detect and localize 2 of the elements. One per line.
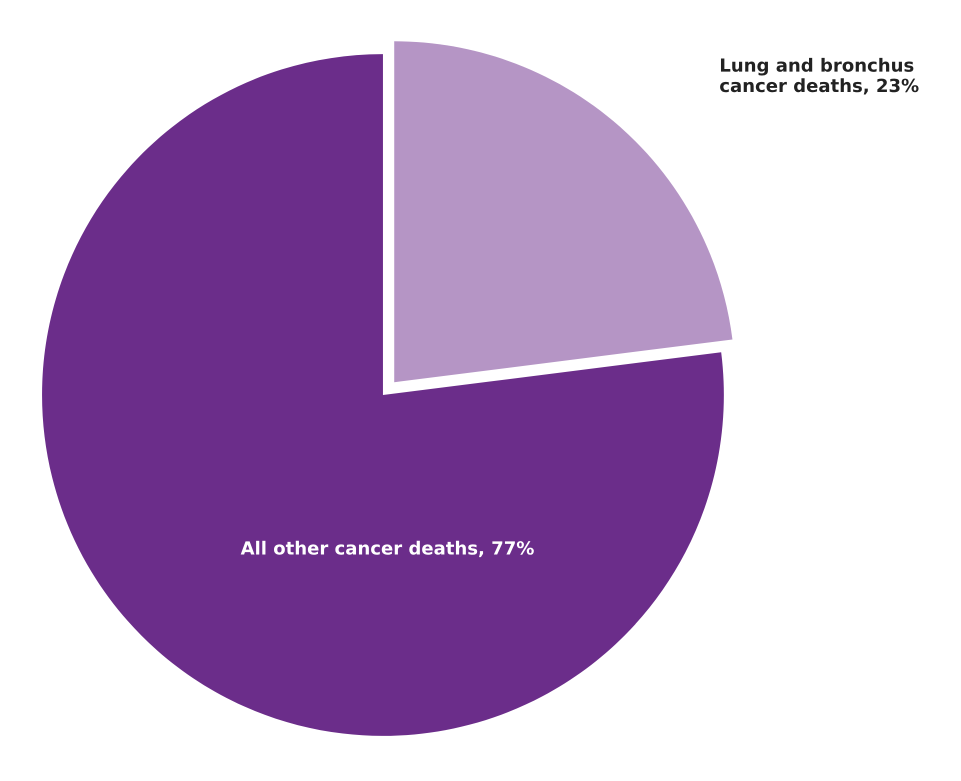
slice-label: All other cancer deaths, 77% — [240, 540, 534, 558]
slice-label: Lung and bronchus cancer deaths, 23% — [720, 58, 919, 95]
